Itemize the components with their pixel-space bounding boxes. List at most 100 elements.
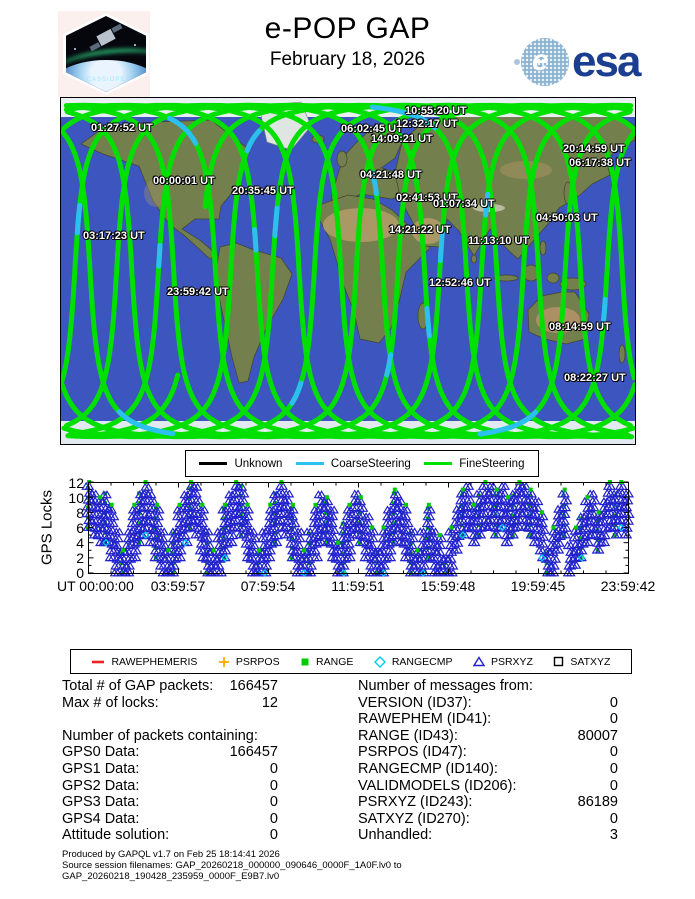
stat-value: 0 — [269, 794, 278, 811]
legend-item-range: RANGE — [300, 656, 353, 668]
ytick-label: 2 — [76, 550, 84, 566]
stat-label: SATXYZ (ID270): — [358, 810, 470, 827]
stat-label: Number of packets containing: — [62, 727, 258, 744]
pass-time-label: 02:41:53 UT — [396, 192, 458, 204]
pass-time-label: 01:27:52 UT — [91, 122, 153, 134]
legend-label: PSRPOS — [235, 655, 280, 668]
esa-logo: e esa — [514, 36, 641, 88]
xtick-label: 07:59:54 — [240, 578, 296, 594]
diamond-open-icon — [373, 655, 386, 668]
ytick-label: 0 — [76, 565, 84, 581]
stats-left-labels: Total # of GAP packets: Max # of locks: … — [62, 678, 292, 844]
stat-value: 12 — [261, 694, 278, 711]
stat-value: 0 — [269, 827, 278, 844]
stats-right-labels: Number of messages from: VERSION (ID37):… — [358, 678, 598, 844]
footer: Produced by GAPQL v1.7 on Feb 25 18:14:4… — [62, 849, 622, 882]
pass-time-label: 20:35:45 UT — [232, 185, 294, 197]
stat-value — [180, 711, 278, 728]
stat-label: PSRXYZ (ID243): — [358, 794, 473, 811]
legend-item-rawephemeris: RAWEPHEMERIS — [91, 656, 197, 668]
stat-value: 0 — [609, 760, 618, 777]
legend-item-finesteering: FineSteering — [424, 458, 524, 470]
legend-label: SATXYZ — [570, 655, 611, 668]
xtick-label: 11:59:51 — [331, 578, 385, 594]
pass-time-label: 11:13:10 UT — [468, 235, 530, 247]
stats-right-values: 0 0 80007 0 0 0 86189 0 3 — [520, 678, 618, 844]
pass-time-label: 14:09:21 UT — [371, 133, 433, 145]
legend-item-coarsesteering: CoarseSteering — [295, 457, 411, 470]
pass-time-label: 06:02:45 UT — [341, 123, 403, 135]
pass-time-label: 01:07:34 UT — [433, 198, 495, 210]
pass-time-label: 10:55:20 UT — [405, 105, 467, 117]
legend-label: CoarseSteering — [330, 457, 411, 470]
legend-item-psrxyz: PSRXYZ — [472, 655, 533, 668]
stat-value: 0 — [269, 777, 278, 794]
pass-time-label: 23:59:42 UT — [167, 286, 229, 298]
stat-value: 0 — [609, 777, 618, 794]
pass-time-label: 12:32:17 UT — [396, 118, 458, 130]
pass-time-label: 00:00:01 UT — [153, 175, 215, 187]
steering-mode-legend: Unknown CoarseSteering FineSteering — [185, 450, 539, 477]
xtick-label: 23:59:42 — [600, 578, 656, 594]
square-filled-icon — [301, 658, 309, 665]
world-map-svg — [61, 98, 635, 444]
stat-value: 0 — [609, 744, 618, 761]
dash-icon — [92, 660, 105, 663]
legend-item-satxyz: SATXYZ — [553, 656, 610, 668]
ytick-label: 10 — [68, 490, 84, 506]
pass-time-label: 14:21:22 UT — [389, 224, 451, 236]
footer-line: Source session filenames: GAP_20260218_0… — [62, 860, 402, 871]
stat-label: VALIDMODELS (ID206): — [358, 777, 517, 794]
ytick-label: 4 — [76, 535, 84, 551]
legend-label: FineSteering — [459, 457, 525, 470]
stat-label: GPS2 Data: — [62, 777, 140, 794]
stat-label: VERSION (ID37): — [358, 694, 472, 711]
pass-time-label: 08:14:59 UT — [549, 321, 611, 333]
pass-time-label: 08:22:27 UT — [564, 372, 626, 384]
stat-label: GPS0 Data: — [62, 744, 140, 761]
legend-label: PSRXYZ — [490, 655, 533, 668]
legend-item-rangecmp: RANGECMP — [373, 655, 453, 668]
stat-label: RANGE (ID43): — [358, 727, 458, 744]
ytick-label: 6 — [76, 520, 84, 536]
stat-value — [180, 728, 278, 745]
square-open-icon — [554, 656, 564, 667]
xtick-label: 19:59:45 — [510, 578, 566, 594]
legend-label: RANGECMP — [391, 655, 453, 668]
plus-icon — [218, 656, 229, 667]
patch-caption: CASSIOPE — [86, 77, 126, 83]
footer-line: GAP_20260218_190428_235959_0000F_E9B7.lv… — [62, 871, 280, 882]
stat-value: 0 — [609, 810, 618, 827]
esa-globe-icon: e — [514, 38, 569, 86]
page-title: e-POP GAP — [264, 12, 431, 45]
title-block: e-POP GAP February 18, 2026 — [0, 12, 695, 71]
legend-label: RAWEPHEMERIS — [111, 655, 198, 668]
stat-label: Number of messages from: — [358, 678, 533, 694]
pass-time-label: 04:50:03 UT — [536, 212, 598, 224]
stat-label: GPS3 Data: — [62, 794, 140, 811]
stat-value: 166457 — [229, 678, 278, 694]
pass-time-label: 06:17:38 UT — [569, 157, 631, 169]
legend-label: Unknown — [234, 457, 283, 470]
stat-value: 0 — [609, 711, 618, 728]
ground-track-map: 01:27:52 UT 00:00:01 UT 20:35:45 UT 03:1… — [60, 97, 636, 445]
finesteering-line-icon — [424, 462, 453, 465]
pass-time-label: 04:21:48 UT — [360, 169, 422, 181]
stat-value: 80007 — [577, 727, 618, 744]
stat-value: 166457 — [229, 744, 278, 761]
unknown-line-icon — [199, 462, 228, 465]
stat-value — [520, 678, 618, 695]
esa-wordmark: esa — [572, 37, 641, 86]
stat-label: GPS1 Data: — [62, 760, 140, 777]
gps-locks-plot — [81, 480, 635, 577]
stat-value: 86189 — [577, 794, 618, 811]
footer-line: Produced by GAPQL v1.7 on Feb 25 18:14:4… — [62, 849, 280, 860]
stat-label: GPS4 Data: — [62, 810, 140, 827]
ytick-label: 12 — [68, 475, 84, 491]
triangle-open-icon — [472, 656, 485, 667]
gps-plot-ylabel: GPS Locks — [38, 489, 56, 566]
ground-tracks — [61, 102, 635, 440]
xtick-label: 15:59:48 — [420, 578, 476, 594]
stat-label: PSRPOS (ID47): — [358, 744, 467, 761]
xtick-label: UT 00:00:00 — [57, 578, 134, 594]
